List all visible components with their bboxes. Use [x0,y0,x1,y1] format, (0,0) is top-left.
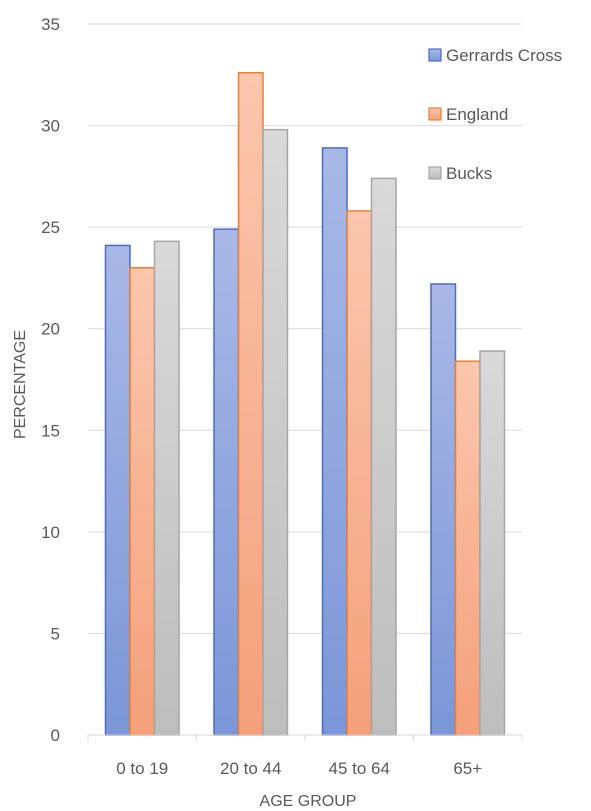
bar-bucks-2 [370,177,397,736]
bar-england-3 [454,360,481,736]
y-axis-ticks: 0 5 10 15 20 25 30 35 [41,15,60,745]
bar-gerrards-cross-1 [213,228,240,736]
legend-swatch [428,48,442,62]
bar-england-1 [237,72,264,736]
y-tick-label: 30 [41,117,60,136]
y-tick-label: 0 [51,726,60,745]
legend: Gerrards Cross England Bucks [428,46,562,183]
legend-label: Gerrards Cross [446,46,562,65]
legend-swatch [428,107,442,121]
bar-gerrards-cross-3 [430,283,457,736]
x-axis-title: AGE GROUP [260,793,357,810]
x-tick-label: 20 to 44 [220,759,281,778]
x-tick-label: 0 to 19 [116,759,168,778]
x-tick-label: 65+ [453,759,482,778]
bar-england-2 [346,210,373,736]
bars [104,72,506,736]
bar-gerrards-cross-2 [321,147,348,736]
legend-label: Bucks [446,164,492,183]
bar-bucks-3 [479,350,506,736]
bar-bucks-1 [262,128,289,736]
bar-bucks-0 [153,240,180,736]
y-tick-label: 5 [51,624,60,643]
y-axis-title: PERCENTAGE [12,330,29,439]
legend-swatch [428,166,442,180]
y-tick-label: 25 [41,218,60,237]
y-tick-label: 35 [41,15,60,34]
legend-label: England [446,105,508,124]
y-tick-label: 10 [41,523,60,542]
bar-gerrards-cross-0 [104,244,131,736]
x-tick-label: 45 to 64 [329,759,390,778]
x-axis-ticks: 0 to 19 20 to 44 45 to 64 65+ [87,735,523,778]
y-tick-label: 20 [41,320,60,339]
bar-england-0 [129,267,156,736]
y-tick-label: 15 [41,421,60,440]
